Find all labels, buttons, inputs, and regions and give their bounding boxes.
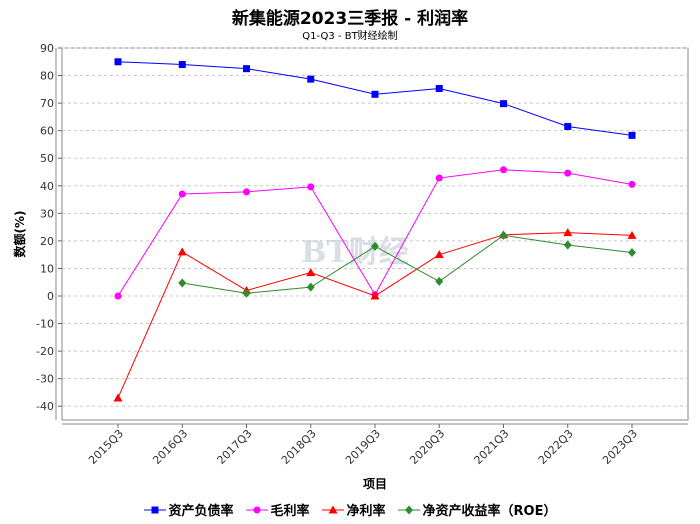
legend-label: 资产负债率 [168,504,234,519]
data-point-1 [243,188,250,196]
y-tick-label: -10 [36,318,54,331]
y-tick-label: 80 [40,70,54,83]
x-tick-label: 2015Q3 [86,427,126,467]
data-point-0 [243,65,250,73]
chart-subtitle: Q1-Q3 - BT财经绘制 [302,31,398,42]
legend-item: 净利率 [321,500,386,519]
x-tick-label: 2023Q3 [600,427,640,467]
data-point-3 [178,278,187,288]
legend-item: 资产负债率 [143,500,234,519]
data-point-0 [500,100,507,108]
y-tick-label: 90 [40,42,54,55]
data-point-3 [306,282,315,292]
data-point-0 [435,85,443,93]
data-point-2 [434,250,444,259]
y-axis-label: 数额(%) [12,211,27,258]
y-tick-label: -30 [36,373,54,386]
x-tick-label: 2020Q3 [407,427,447,467]
data-point-2 [563,228,573,237]
data-point-2 [370,291,380,300]
data-point-0 [628,131,636,139]
x-tick-label: 2021Q3 [472,427,512,467]
data-point-3 [563,240,572,250]
data-point-0 [114,58,122,66]
data-point-1 [500,166,507,174]
data-point-2 [306,268,316,277]
data-point-3 [628,247,636,257]
x-tick-label: 2022Q3 [536,427,576,467]
legend-label: 净利率 [346,504,386,519]
legend-label: 净资产收益率（ROE） [422,504,557,519]
data-point-1 [628,180,636,188]
legend-item: 毛利率 [245,500,310,519]
y-tick-label: 20 [40,235,54,248]
y-tick-label: 0 [47,290,54,303]
legend-marker-icon [143,506,166,513]
x-tick-label: 2016Q3 [150,427,190,467]
series-line-3 [182,234,633,294]
x-tick-label: 2019Q3 [343,427,383,467]
y-tick-label: 30 [40,207,54,220]
legend-label: 毛利率 [270,504,310,519]
data-point-1 [178,190,186,198]
data-point-0 [307,75,315,83]
plot-area [61,47,689,421]
watermark: BT财经 [301,235,409,270]
legend-marker-icon [245,506,268,513]
data-point-2 [627,230,637,239]
data-point-1 [307,183,315,191]
data-point-3 [242,288,251,298]
data-point-0 [564,123,572,131]
y-tick-label: 10 [40,262,54,275]
y-tick-label: 60 [40,125,54,138]
legend-item: 净资产收益率（ROE） [397,500,557,519]
chart-title: 新集能源2023三季报 - 利润率 [231,9,469,29]
data-point-3 [371,241,379,251]
y-tick-label: 50 [40,152,54,165]
x-axis-label: 项目 [363,477,387,491]
y-tick-label: 40 [40,180,54,193]
data-point-0 [178,61,186,69]
legend-marker-icon [397,505,420,514]
data-point-0 [371,90,379,98]
data-point-3 [435,276,444,286]
line-chart: BT财经 -40 -30 -20 -10 0 10 20 30 40 50 60 70 80 90 2015Q… [12,42,689,491]
data-point-1 [435,174,443,182]
y-tick-label: -20 [36,345,54,358]
x-tick-label: 2018Q3 [279,427,319,467]
legend: 资产负债率 毛利率 净利率 净资产收益率（ROE） [0,500,700,519]
data-point-1 [564,169,572,177]
y-tick-label: 70 [40,97,54,110]
x-tick-label: 2017Q3 [215,427,255,467]
legend-marker-icon [321,505,344,513]
data-point-3 [499,230,508,240]
y-tick-label: -40 [36,400,54,413]
data-point-1 [114,292,122,300]
data-point-2 [113,393,123,402]
data-point-2 [177,247,187,256]
